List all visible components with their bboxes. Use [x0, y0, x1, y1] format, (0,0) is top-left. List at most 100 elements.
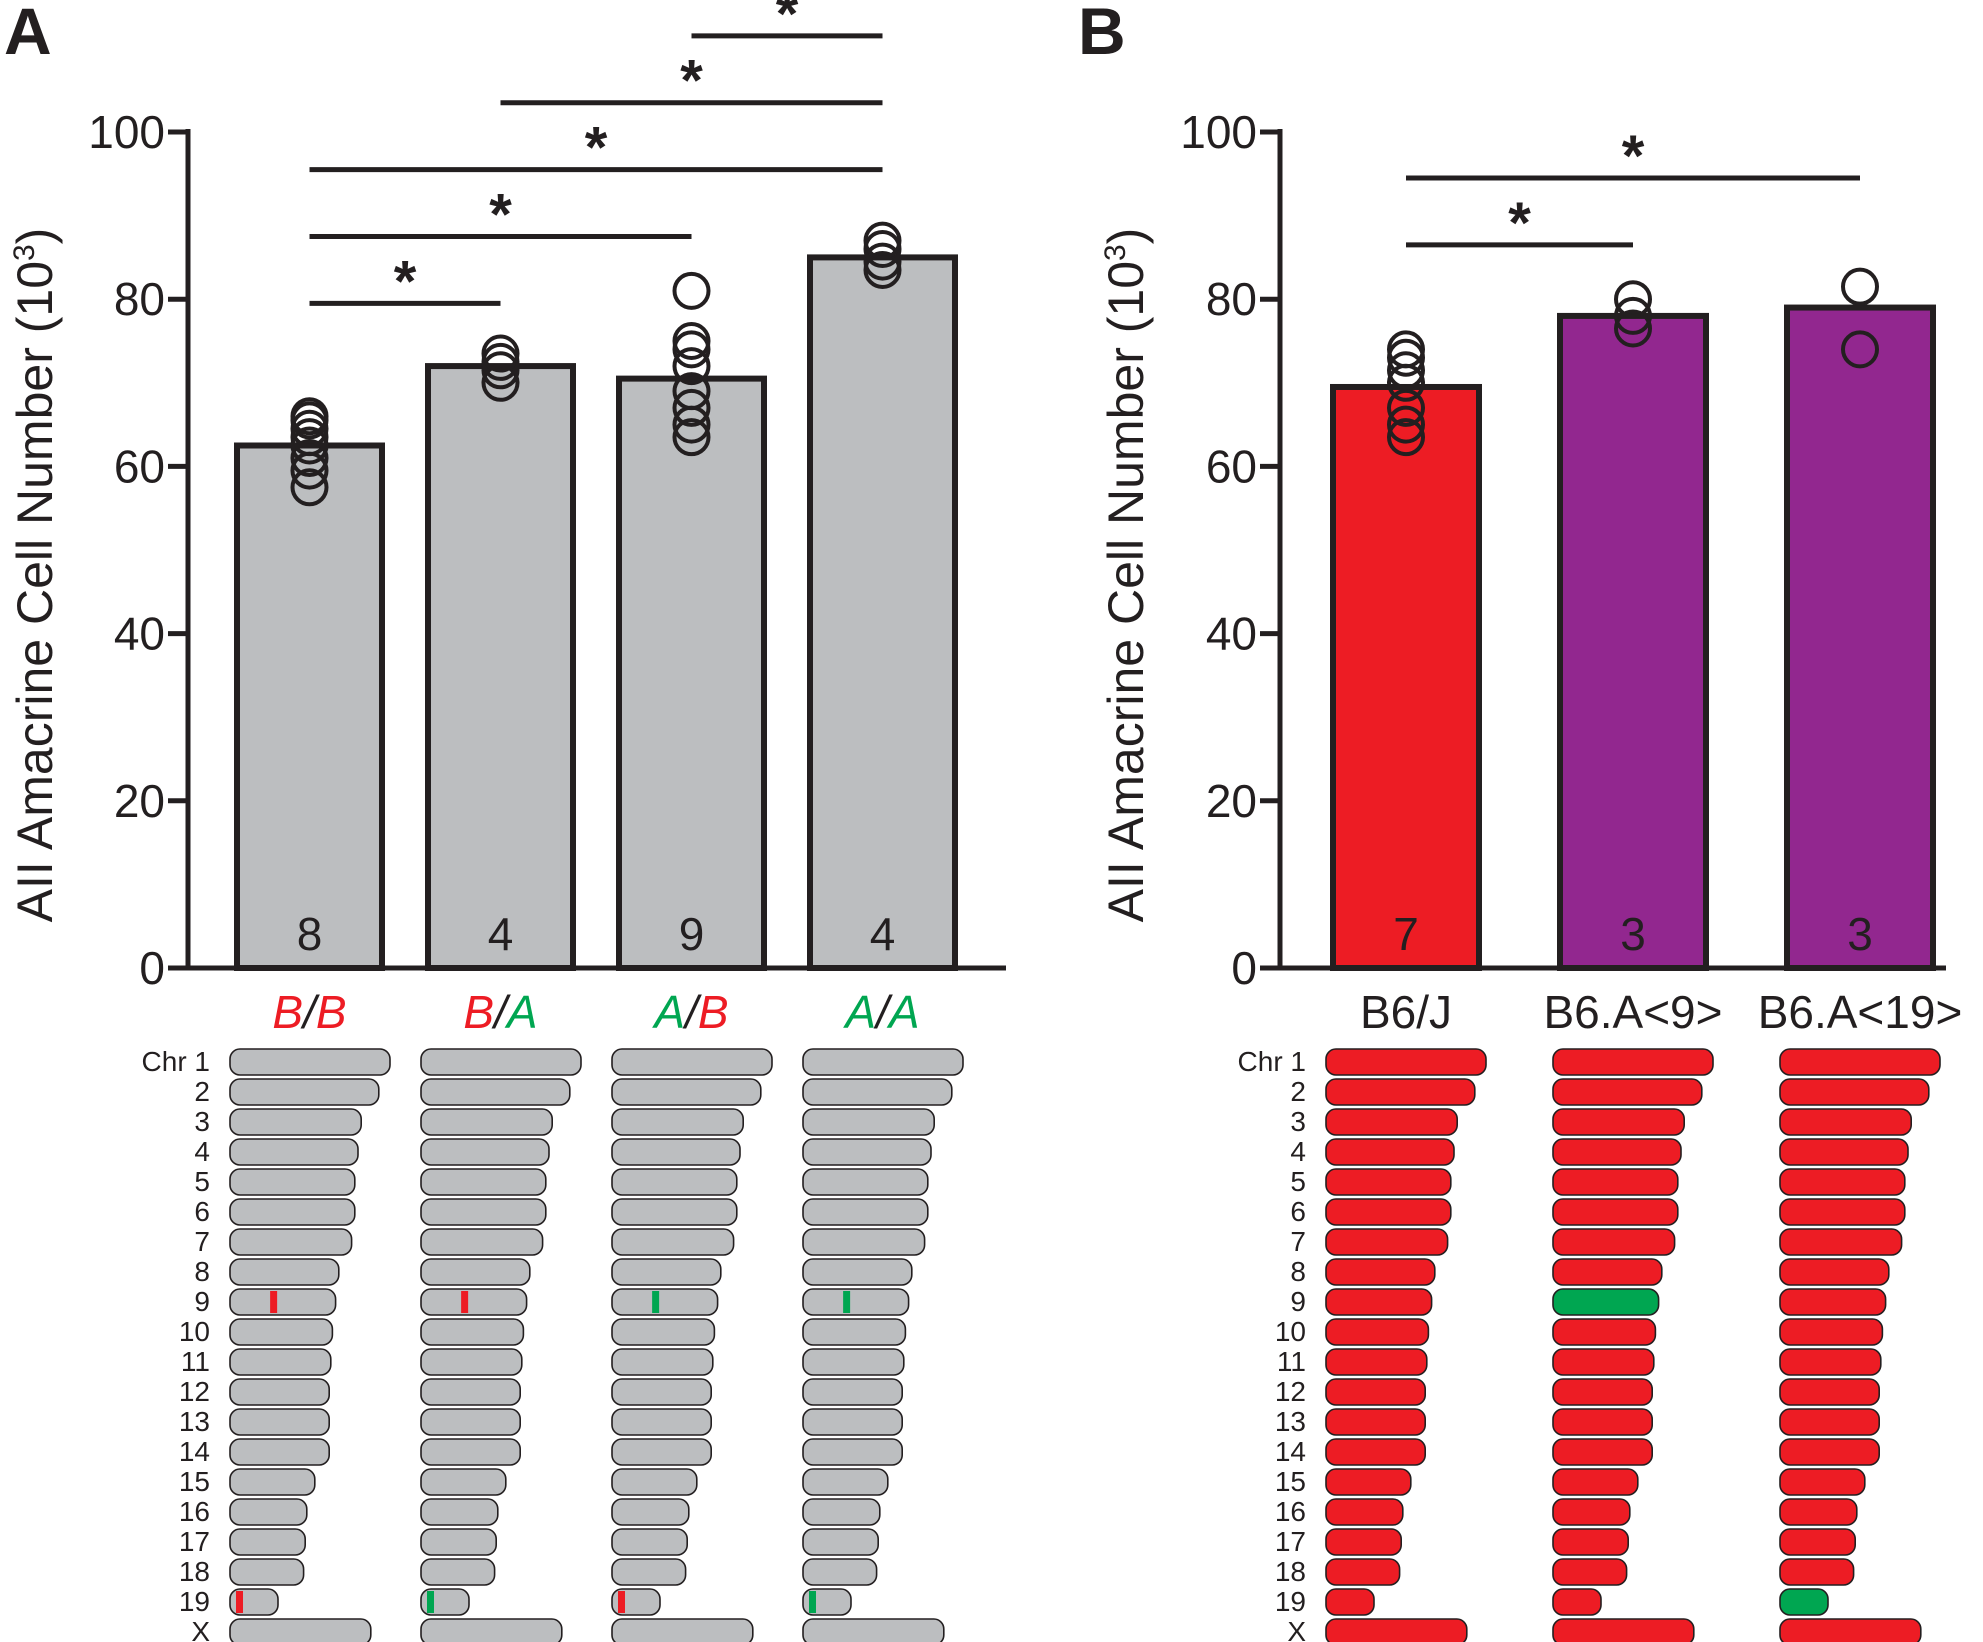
panel-b-chr-label: 19 [1275, 1586, 1306, 1617]
panel-a-chromosome [611, 1378, 712, 1406]
panel-b-chromosome [1325, 1198, 1452, 1226]
panel-a-chromosome [420, 1288, 528, 1316]
panel-b-chr-label: Chr 1 [1238, 1046, 1306, 1077]
panel-a-n-label: 4 [870, 908, 896, 960]
panel-b-chromosome [1325, 1318, 1430, 1346]
panel-b-chromosome [1325, 1138, 1455, 1166]
panel-b-chromosome [1325, 1528, 1402, 1556]
panel-a-chromosome [611, 1318, 716, 1346]
panel-b-chromosome [1325, 1498, 1404, 1526]
panel-a-chromosome [611, 1258, 722, 1286]
panel-a-chromosome [420, 1258, 531, 1286]
panel-a-y-tick-label: 0 [139, 942, 165, 994]
panel-a-category-label: A/B [651, 986, 728, 1038]
panel-a-data-point [672, 347, 711, 386]
panel-a-category-label-part: / [873, 986, 893, 1038]
panel-b: B AII Amacrine Cell Number (103) 0204060… [1078, 0, 1962, 1642]
panel-a-chromosome-band [461, 1291, 469, 1313]
panel-b-category-label-part: B6/J [1360, 986, 1452, 1038]
panel-a-chromosome [802, 1618, 945, 1642]
panel-b-chr-label: 5 [1290, 1166, 1306, 1197]
panel-b-chromosome [1552, 1108, 1685, 1136]
panel-b-chromosome [1552, 1438, 1653, 1466]
panel-a-chromosome [802, 1078, 953, 1106]
panel-b-chromosome [1779, 1408, 1880, 1436]
panel-a-chromosome [420, 1558, 496, 1586]
panel-b-category-label-part: B6.A<19> [1758, 986, 1963, 1038]
panel-a-n-label: 8 [297, 908, 323, 960]
panel-b-data-point [1387, 351, 1425, 390]
panel-a-chromosome [420, 1498, 499, 1526]
panel-a-chr-label: 11 [181, 1346, 210, 1377]
panel-a-chromosome [420, 1438, 521, 1466]
panel-b-chr-label: 13 [1275, 1406, 1306, 1437]
panel-a-chromosome [802, 1198, 929, 1226]
panel-a-chromosome [611, 1408, 712, 1436]
panel-a-chromosome [229, 1048, 391, 1076]
panel-b-chromosome [1779, 1048, 1941, 1076]
panel-a-chromosome-band [270, 1291, 278, 1313]
panel-a-chr-label: 10 [179, 1316, 210, 1347]
panel-b-y-axis-label-close: ) [1098, 228, 1154, 245]
panel-b-bar-1 [1557, 312, 1709, 972]
panel-a-chromosome [420, 1408, 521, 1436]
panel-b-chr-label: 18 [1275, 1556, 1306, 1587]
panel-a-sig-star: * [585, 116, 608, 181]
panel-a-category-label-part: / [300, 986, 320, 1038]
panel-a-chr-label: 12 [179, 1376, 210, 1407]
panel-a-category-label-part: B [316, 986, 347, 1038]
panel-a-chromosome [802, 1408, 903, 1436]
panel-a-chromosome [802, 1498, 881, 1526]
panel-b-plot: 0 20 40 60 80 100 7 3 3 * * B6/J B6.A<9> B6.A<19> [1180, 106, 1962, 1038]
panel-b-chromosome [1552, 1318, 1657, 1346]
panel-b-data-point [1387, 388, 1425, 427]
panel-a-chromosome [420, 1168, 547, 1196]
panel-b-chromosome [1325, 1588, 1375, 1616]
panel-b-chromosome [1779, 1168, 1906, 1196]
panel-b-bar-2 [1784, 304, 1936, 971]
panel-b-y-tick-label: 100 [1180, 106, 1257, 158]
panel-a-chr-label: 17 [179, 1526, 210, 1557]
panel-a-chromosome [611, 1288, 719, 1316]
panel-a-chromosome [802, 1228, 926, 1256]
panel-a-chromosome [229, 1498, 308, 1526]
panel-a-data-point [672, 418, 711, 457]
panel-a-chromosome [229, 1198, 356, 1226]
panel-a-chromosome [802, 1258, 913, 1286]
panel-a-sig-star: * [489, 183, 512, 248]
panel-b-chromosome [1779, 1138, 1909, 1166]
panel-b-chromosome [1325, 1168, 1452, 1196]
panel-b-category-label: B6/J [1360, 986, 1452, 1038]
panel-a-chr-label: 7 [194, 1226, 210, 1257]
panel-b-chr-label: 7 [1290, 1226, 1306, 1257]
panel-b-chromosome [1779, 1348, 1882, 1376]
panel-b-chr-label: 4 [1290, 1136, 1306, 1167]
panel-b-category-label: B6.A<19> [1758, 986, 1963, 1038]
panel-a-y-axis-label-close: ) [7, 228, 63, 245]
panel-b-chromosome [1552, 1588, 1602, 1616]
panel-a-chromosome [420, 1618, 563, 1642]
panel-a-y-axis-label-sup: 3 [8, 244, 41, 261]
panel-a-chromosome [611, 1048, 773, 1076]
panel-a-sig-star: * [776, 0, 799, 47]
panel-a-chr-label: 5 [194, 1166, 210, 1197]
panel-b-data-point [1614, 280, 1652, 319]
panel-b-chromosome [1779, 1198, 1906, 1226]
panel-a-y-tick-label: 20 [114, 775, 165, 827]
panel-a-chr-label: 18 [179, 1556, 210, 1587]
panel-b-y-tick-label: 60 [1206, 440, 1257, 492]
panel-a-chromosome [229, 1528, 306, 1556]
panel-a-y-axis-label-text: AII Amacrine Cell Number (10 [7, 261, 63, 922]
panel-a-chromosome [611, 1078, 762, 1106]
panel-a-chr-label: 2 [194, 1076, 210, 1107]
panel-b-chromosome [1779, 1618, 1922, 1642]
panel-b-n-label: 3 [1847, 908, 1873, 960]
panel-b-y-tick-label: 80 [1206, 273, 1257, 325]
panel-b-chromosome [1779, 1318, 1884, 1346]
panel-b-chr-label: X [1287, 1616, 1306, 1642]
panel-a-chromosome [420, 1078, 571, 1106]
panel-a-chr-label: 14 [179, 1436, 210, 1467]
panel-a-n-label: 9 [679, 908, 705, 960]
panel-a-chromosome [420, 1318, 525, 1346]
